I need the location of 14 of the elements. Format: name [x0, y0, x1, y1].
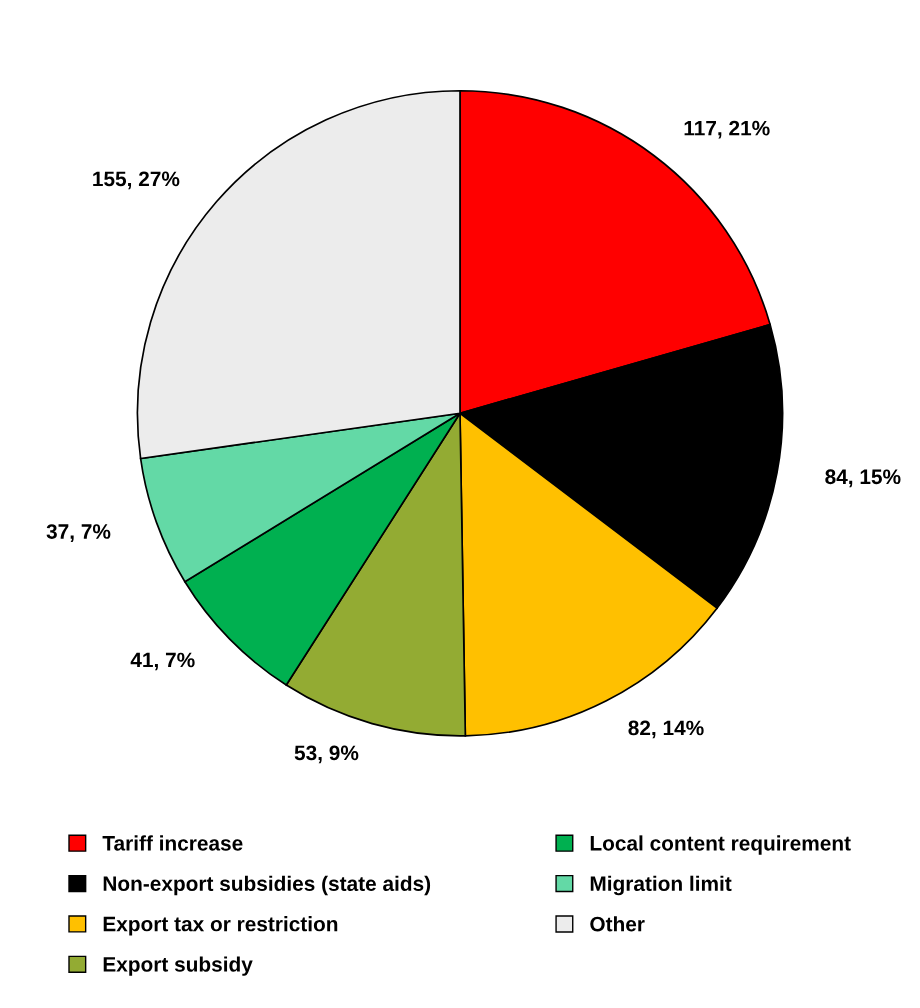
data-label: 41, 7% — [130, 652, 195, 671]
data-label: 117, 21% — [684, 120, 770, 139]
legend-label: Other — [590, 916, 645, 932]
data-label: 53, 9% — [294, 745, 359, 764]
data-label: 82, 14% — [628, 720, 704, 739]
legend-label: Export subsidy — [103, 956, 253, 976]
data-label: 37, 7% — [46, 524, 111, 542]
legend-label: Non-export subsidies (state aids) — [103, 875, 431, 896]
legend-label: Migration limit — [590, 875, 732, 896]
legend-label: Tariff increase — [102, 835, 243, 851]
legend-label: Local content requirement — [590, 835, 851, 855]
legend-label: Export tax or restriction — [103, 916, 338, 936]
data-label: 84, 15% — [825, 469, 901, 488]
data-label: 155, 27% — [93, 171, 180, 190]
